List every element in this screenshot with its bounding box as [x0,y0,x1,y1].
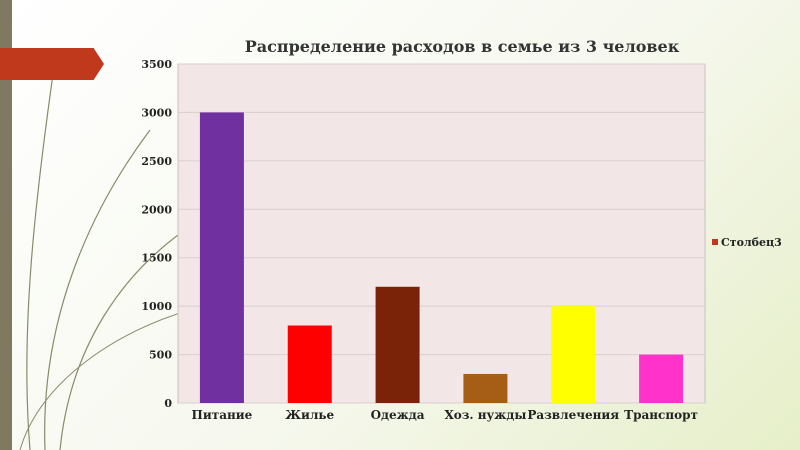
bar-2 [375,286,420,403]
y-tick-label: 500 [149,349,172,362]
chart-title: Распределение расходов в семье из 3 чело… [245,37,680,56]
left-decor-strip [0,0,12,450]
x-category-label: Питание [192,408,253,422]
x-category-label: Развлечения [527,408,619,422]
y-tick-label: 2000 [141,203,172,216]
y-tick-label: 1000 [141,300,172,313]
x-category-label: Одежда [371,408,425,422]
bar-4 [551,306,596,403]
bar-1 [287,325,332,403]
y-tick-label: 2500 [141,155,172,168]
bar-5 [639,354,684,403]
title-ribbon [0,48,104,80]
bar-3 [463,373,508,403]
x-category-label: Хоз. нужды [444,408,526,422]
x-category-label: Транспорт [624,408,698,422]
legend: Столбец3 [712,236,782,249]
legend-label: Столбец3 [721,236,782,249]
x-category-label: Жилье [285,408,334,422]
bar-0 [199,112,244,403]
plot-area [177,63,706,404]
legend-swatch [712,239,718,245]
y-tick-label: 3500 [141,58,172,71]
y-tick-label: 1500 [141,252,172,265]
y-tick-label: 3000 [141,106,172,119]
y-tick-label: 0 [164,397,172,410]
